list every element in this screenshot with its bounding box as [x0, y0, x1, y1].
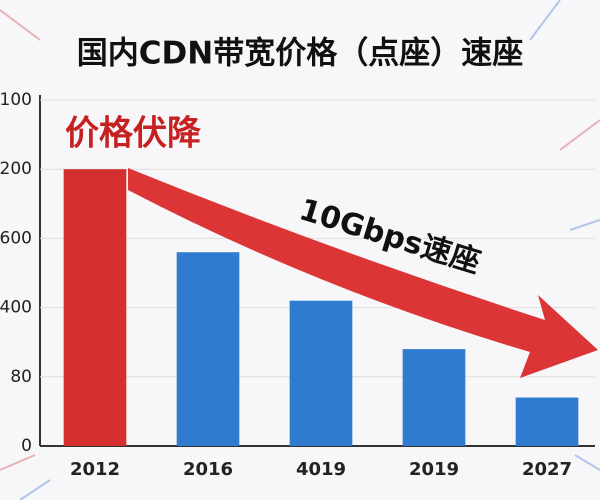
x-tick-label: 2019: [409, 459, 459, 480]
bar: [176, 252, 240, 446]
bar: [515, 397, 579, 446]
x-tick-label: 2012: [70, 459, 120, 480]
bar: [289, 300, 353, 446]
y-tick-label: 600: [0, 228, 32, 248]
y-tick-label: 0: [21, 436, 32, 456]
y-tick-label: 200: [0, 159, 32, 179]
y-tick-label: 80: [10, 367, 32, 387]
trend-arrow: [128, 168, 598, 378]
chart-title: 国内CDN带宽价格（点座）速座: [77, 36, 523, 72]
y-tick-label: 100: [0, 90, 32, 110]
bar: [402, 349, 466, 446]
bar: [63, 169, 127, 446]
annotation: 价格伏降: [65, 114, 202, 154]
y-tick-label: 400: [0, 298, 32, 318]
x-tick-label: 4019: [296, 459, 346, 480]
x-tick-label: 2027: [522, 459, 572, 480]
x-tick-label: 2016: [183, 459, 233, 480]
plot: 0 80 400 600 200 100 2012 2016 4019 2019 2027: [0, 90, 595, 480]
